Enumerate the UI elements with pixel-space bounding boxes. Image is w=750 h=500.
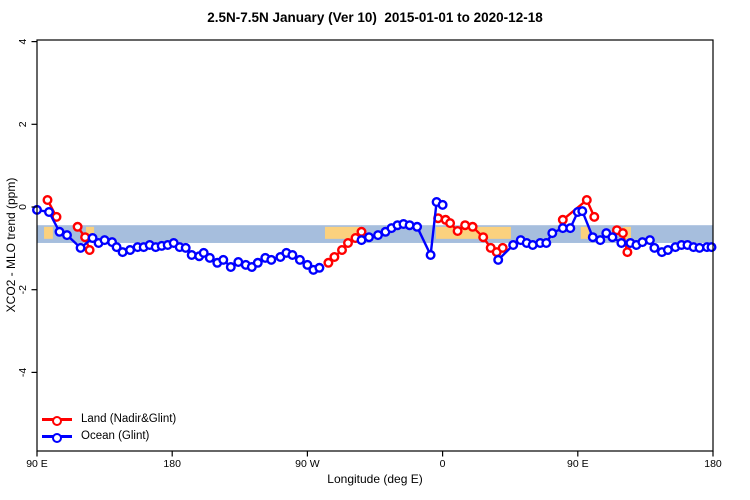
ocean-point (218, 254, 229, 265)
ocean-point (595, 235, 606, 246)
land-series (42, 194, 633, 268)
legend-label-ocean: Ocean (Glint) (81, 430, 150, 442)
svg-text:90 W: 90 W (295, 458, 320, 470)
land-point (445, 218, 456, 229)
legend-label-land: Land (Nadir&Glint) (81, 413, 177, 425)
ocean-point (198, 247, 209, 258)
orange-band (324, 226, 362, 239)
ocean-point (493, 254, 504, 265)
svg-text:-4: -4 (17, 368, 29, 377)
y-axis-ticks: 4 2 0 -2 -4 (17, 39, 37, 377)
ocean-point (266, 254, 277, 265)
ocean-series (32, 196, 717, 275)
ocean-point (616, 237, 627, 248)
ocean-point (225, 262, 236, 273)
ocean-point (577, 206, 588, 217)
ocean-point (364, 232, 375, 243)
land-point (72, 221, 83, 232)
ocean-point (644, 235, 655, 246)
land-point (557, 214, 568, 225)
svg-text:4: 4 (17, 39, 29, 45)
ocean-point (87, 232, 98, 243)
land-point (589, 211, 600, 222)
ocean-point (302, 259, 313, 270)
svg-text:180: 180 (163, 458, 181, 470)
land-point (343, 237, 354, 248)
land-point (617, 228, 628, 239)
svg-text:-2: -2 (17, 285, 29, 294)
svg-text:90 E: 90 E (26, 458, 48, 470)
land-point (581, 194, 592, 205)
x-axis-ticks: 90 E 180 90 W 0 90 E 180 (26, 451, 722, 470)
land-point (622, 247, 633, 258)
ocean-point (314, 262, 325, 273)
svg-text:0: 0 (17, 204, 29, 210)
legend: Land (Nadir&Glint) Ocean (Glint) (42, 411, 176, 444)
chart-title: 2.5N-7.5N January (Ver 10) 2015-01-01 to… (207, 10, 543, 25)
orange-band (44, 226, 53, 239)
legend-item-land: Land (Nadir&Glint) (42, 411, 176, 427)
land-point (478, 232, 489, 243)
x-axis-label: Longitude (deg E) (327, 472, 423, 486)
ocean-marker-icon (42, 432, 72, 443)
svg-text:2: 2 (17, 121, 29, 127)
orange-band (435, 226, 511, 239)
ocean-point (547, 228, 558, 239)
ocean-point (508, 239, 519, 250)
ocean-point (252, 257, 263, 268)
ocean-point (649, 242, 660, 253)
ocean-point (706, 242, 717, 253)
ocean-point (62, 230, 73, 241)
ocean-point (180, 242, 191, 253)
ocean-point (541, 237, 552, 248)
land-point (42, 194, 53, 205)
ocean-point (294, 254, 305, 265)
orange-band (580, 226, 589, 239)
svg-text:180: 180 (704, 458, 722, 470)
land-point (84, 244, 95, 255)
land-point (467, 221, 478, 232)
land-point (452, 225, 463, 236)
plot-box (36, 39, 714, 452)
land-point (356, 226, 367, 237)
y-axis-label: XCO2 - MLO trend (ppm) (4, 177, 18, 313)
svg-text:90 E: 90 E (567, 458, 589, 470)
ocean-point (437, 199, 448, 210)
ocean-point (607, 232, 618, 243)
svg-text:0: 0 (440, 458, 446, 470)
land-point (323, 257, 334, 268)
land-point (329, 251, 340, 262)
land-marker-icon (42, 415, 72, 426)
orange-band (85, 226, 95, 239)
ocean-point (412, 221, 423, 232)
ocean-point (75, 242, 86, 253)
legend-item-ocean: Ocean (Glint) (42, 428, 176, 444)
land-point (497, 242, 508, 253)
ocean-point (425, 249, 436, 260)
ocean-point (204, 252, 215, 263)
ocean-point (287, 249, 298, 260)
land-point (337, 244, 348, 255)
ocean-point (565, 223, 576, 234)
ocean-point (44, 206, 55, 217)
ocean-point (111, 242, 122, 253)
